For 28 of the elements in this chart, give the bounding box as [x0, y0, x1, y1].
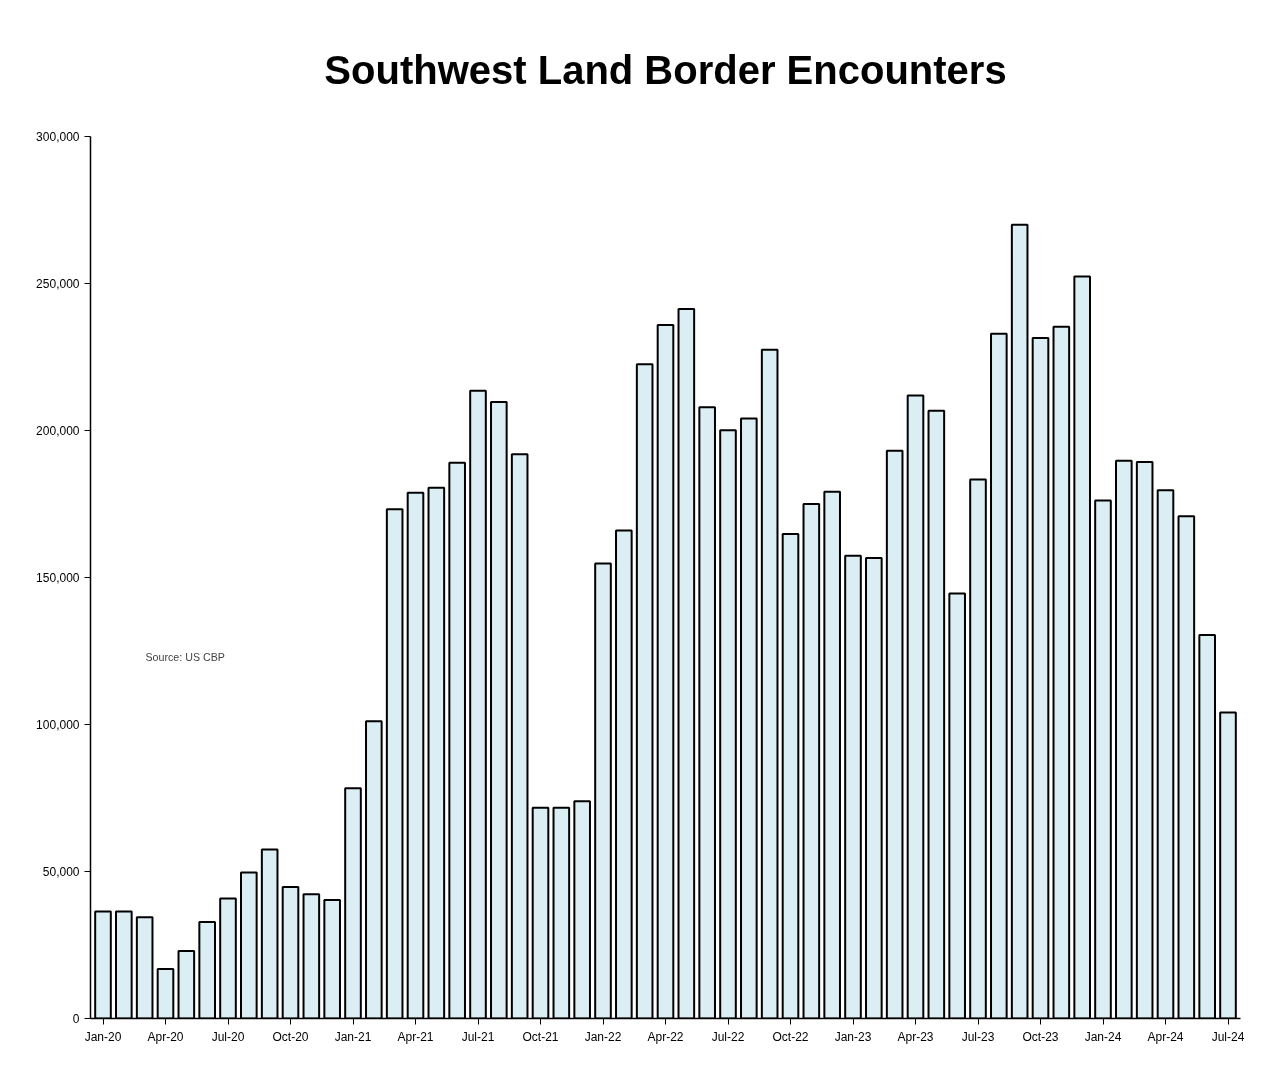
y-tick-label: 50,000 — [42, 865, 80, 879]
y-tick-label: 300,000 — [36, 130, 80, 144]
x-tick-label: Oct-22 — [772, 1029, 809, 1044]
x-tick-label: Oct-20 — [272, 1029, 309, 1044]
y-tick-label: 0 — [72, 1012, 80, 1026]
x-tick-label: Jan-20 — [84, 1029, 122, 1044]
x-tick-label: Jul-24 — [1211, 1029, 1245, 1044]
x-tick-label: Jan-21 — [334, 1029, 372, 1044]
y-tick-label: 100,000 — [36, 718, 80, 732]
x-tick-label: Jul-22 — [711, 1029, 745, 1044]
x-tick-label: Jul-23 — [961, 1029, 995, 1044]
y-tick-label: 150,000 — [36, 571, 80, 585]
x-tick-label: Oct-21 — [522, 1029, 559, 1044]
x-tick-label: Apr-22 — [647, 1029, 684, 1044]
x-tick-label: Apr-23 — [897, 1029, 934, 1044]
x-tick-label: Jan-23 — [834, 1029, 872, 1044]
x-tick-label: Apr-20 — [147, 1029, 184, 1044]
x-tick-label: Jan-24 — [1084, 1029, 1122, 1044]
x-tick-label: Apr-21 — [397, 1029, 434, 1044]
chart-title: Southwest Land Border Encounters — [324, 47, 1007, 92]
x-tick-label: Apr-24 — [1147, 1029, 1184, 1044]
x-tick-label: Oct-23 — [1022, 1029, 1059, 1044]
x-tick-label: Jul-21 — [461, 1029, 495, 1044]
y-tick-label: 200,000 — [36, 424, 80, 438]
x-tick-label: Jan-22 — [584, 1029, 622, 1044]
annotation: Source: US CBP — [145, 650, 225, 663]
y-tick-label: 250,000 — [36, 277, 80, 291]
x-tick-label: Jul-20 — [211, 1029, 245, 1044]
